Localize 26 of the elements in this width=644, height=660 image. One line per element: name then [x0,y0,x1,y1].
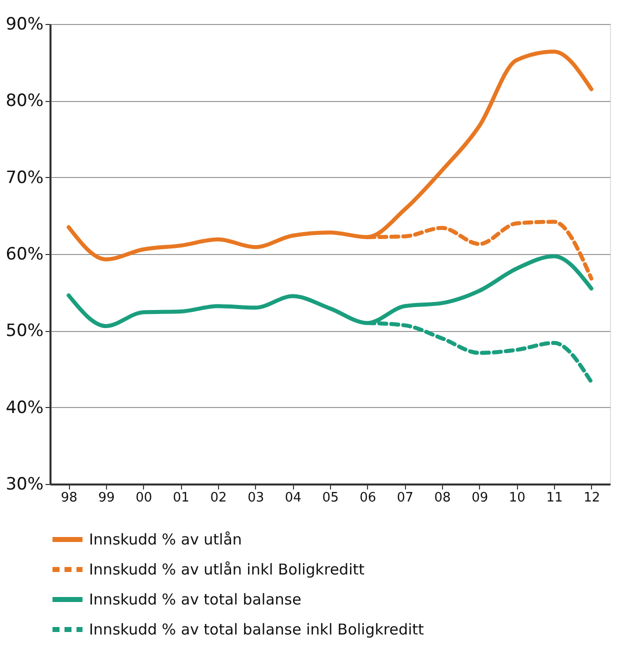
y-tick-label: 60% [6,244,44,264]
x-tick-label: 10 [508,490,526,506]
x-tick-label: 01 [172,490,190,506]
x-tick-label: 07 [396,490,414,506]
x-tick-label: 99 [98,490,115,506]
x-tick-label: 02 [210,490,227,506]
y-tick-label: 50% [6,321,44,342]
x-tick-label: 08 [434,490,451,506]
legend-label: Innskudd % av utlån inkl Boligkreditt [89,560,365,578]
x-tick-label: 05 [322,490,339,506]
x-tick-label: 12 [584,490,600,506]
x-tick-label: 06 [360,490,376,506]
x-tick-label: 04 [284,490,302,506]
legend-label: Innskudd % av utlån [89,530,242,548]
x-tick-label: 98 [60,490,78,506]
x-tick-label: 11 [546,490,563,506]
y-tick-label: 80% [6,91,44,112]
y-tick-label: 70% [6,168,44,188]
legend-label: Innskudd % av total balanse [89,590,302,608]
y-tick-label: 90% [6,14,44,34]
y-tick-label: 30% [6,474,44,494]
x-tick-label: 03 [248,490,264,506]
x-tick-label: 00 [136,490,152,506]
x-tick-label: 09 [472,490,488,506]
legend-label: Innskudd % av total balanse inkl Boligkreditt [89,620,424,638]
y-tick-label: 40% [6,398,44,418]
